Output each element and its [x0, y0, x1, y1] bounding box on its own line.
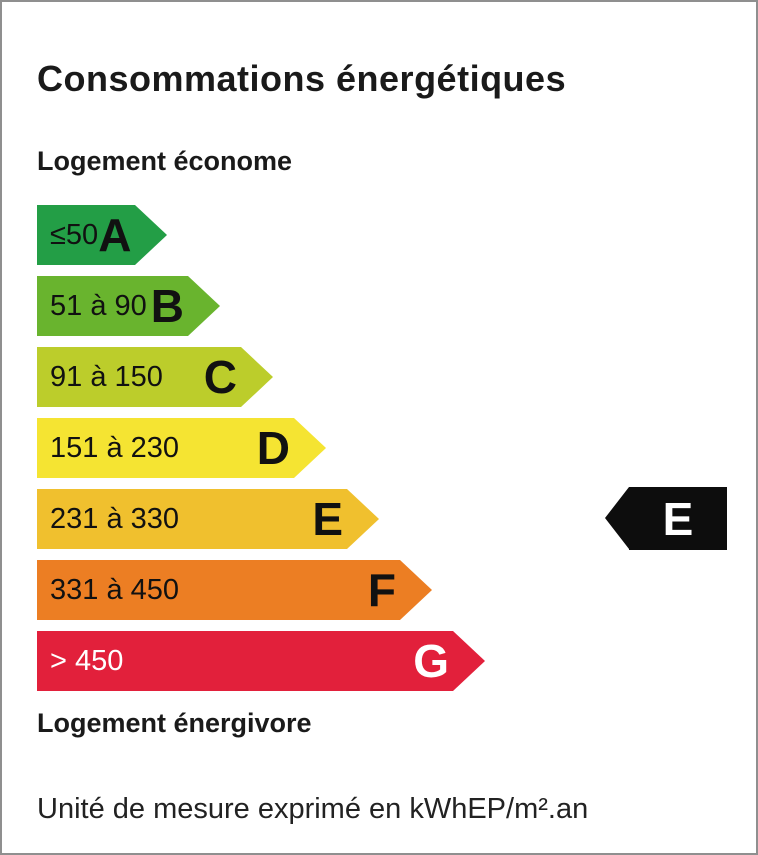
economical-housing-label: Logement économe — [37, 146, 293, 176]
energy-band-g-arrow-tip — [453, 631, 485, 691]
energy-band-f-arrow-tip — [400, 560, 432, 620]
energy-band-c-bar: 91 à 150 C — [37, 347, 241, 407]
energy-band-a-bar: ≤50 A — [37, 205, 135, 265]
energy-band-b-range: 51 à 90 — [50, 289, 147, 322]
energy-band-g: > 450 G — [37, 631, 485, 691]
energy-band-f: 331 à 450 F — [37, 560, 485, 620]
page-title: Consommations énergétiques — [37, 58, 567, 99]
energy-band-d-range: 151 à 230 — [50, 431, 180, 464]
energy-band-b-arrow-tip — [188, 276, 220, 336]
energy-band-b-bar: 51 à 90 B — [37, 276, 188, 336]
energy-band-a: ≤50 A — [37, 205, 485, 265]
current-rating-body: E — [629, 487, 727, 550]
energy-band-a-letter: A — [98, 209, 132, 261]
energy-band-d-letter: D — [256, 422, 290, 474]
energy-band-b-letter: B — [150, 280, 184, 332]
energy-scale: ≤50 A 51 à 90 B 91 à 150 C 151 à 230 D — [37, 205, 485, 702]
energy-band-e-range: 231 à 330 — [50, 502, 180, 535]
energy-band-a-range: ≤50 — [50, 218, 99, 251]
current-rating-marker: E — [605, 487, 727, 550]
energy-band-f-letter: F — [367, 564, 396, 616]
energy-band-e-letter: E — [312, 493, 343, 545]
energy-band-e-bar: 231 à 330 E — [37, 489, 347, 549]
energy-band-g-bar: > 450 G — [37, 631, 453, 691]
energy-band-g-letter: G — [413, 635, 449, 687]
current-rating-letter: E — [662, 492, 694, 545]
energy-band-b: 51 à 90 B — [37, 276, 485, 336]
energy-band-c-arrow-tip — [241, 347, 273, 407]
current-rating-arrow-tip — [605, 487, 629, 549]
energy-band-f-bar: 331 à 450 F — [37, 560, 400, 620]
energy-hungry-housing-label: Logement énergivore — [37, 708, 312, 738]
energy-band-c: 91 à 150 C — [37, 347, 485, 407]
energy-band-d: 151 à 230 D — [37, 418, 485, 478]
energy-band-d-arrow-tip — [294, 418, 326, 478]
energy-band-d-bar: 151 à 230 D — [37, 418, 294, 478]
energy-band-f-range: 331 à 450 — [50, 573, 180, 606]
unit-of-measure-note: Unité de mesure exprimé en kWhEP/m².an — [37, 793, 589, 825]
energy-band-c-range: 91 à 150 — [50, 360, 163, 393]
energy-band-g-range: > 450 — [50, 644, 124, 677]
energy-band-a-arrow-tip — [135, 205, 167, 265]
energy-band-e: 231 à 330 E — [37, 489, 485, 549]
energy-band-e-arrow-tip — [347, 489, 379, 549]
energy-band-c-letter: C — [203, 351, 237, 403]
